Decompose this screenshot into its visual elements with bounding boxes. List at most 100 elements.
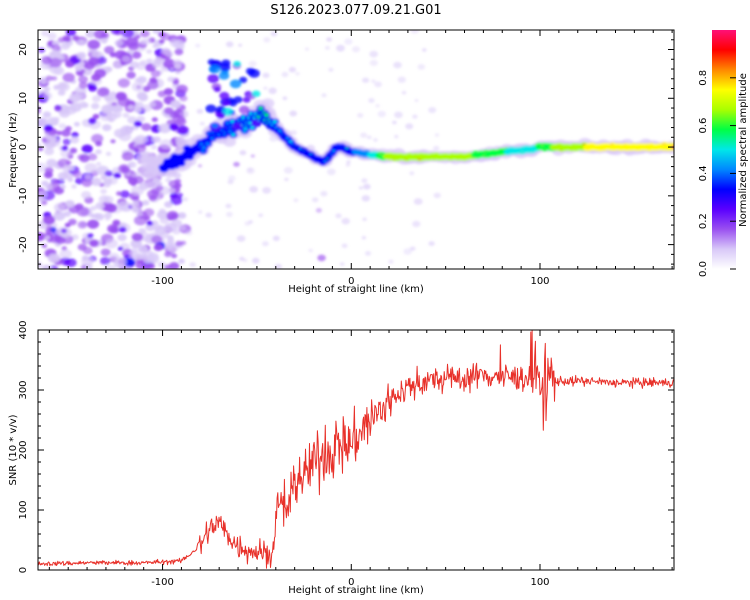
heatmap-cell [293, 198, 299, 203]
heatmap-cell [248, 220, 253, 224]
heatmap-cell [59, 249, 72, 259]
heatmap-cell [90, 177, 102, 186]
heatmap-cell [169, 123, 179, 131]
heatmap-cell [412, 220, 421, 228]
heatmap-cell [219, 91, 230, 100]
heatmap-cell [90, 205, 97, 211]
heatmap-cell [120, 125, 133, 135]
heatmap-cell [339, 262, 345, 266]
heatmap-cell [249, 186, 258, 193]
heatmap-cell [105, 151, 112, 156]
heatmap-cell [414, 99, 419, 102]
heatmap-cell [167, 76, 175, 83]
heatmap-cell [157, 90, 167, 98]
heatmap-cell [317, 254, 326, 262]
heatmap-cell [175, 117, 187, 126]
heatmap-cell [151, 117, 158, 122]
snr-ylabel: SNR (10 * v/v) [8, 414, 19, 485]
heatmap-cell [335, 213, 342, 219]
heatmap-cell [250, 154, 255, 158]
heatmap-cell [60, 148, 72, 158]
heatmap-cell [250, 126, 255, 130]
heatmap-cell [170, 100, 181, 109]
heatmap-cell [229, 79, 242, 89]
heatmap-cell [362, 77, 370, 83]
heatmap-cell [131, 207, 139, 213]
heatmap-cell [146, 220, 153, 226]
colorbar: 0.0 0.2 0.4 0.6 0.8 Normalized spectral ampl… [698, 30, 749, 277]
heatmap-cell [208, 64, 221, 74]
heatmap-cell [125, 37, 139, 48]
heatmap-cell [100, 248, 111, 257]
spectrogram-xtick-label: 0 [348, 276, 354, 287]
heatmap-cell [130, 239, 142, 249]
heatmap-cell [92, 95, 101, 103]
heatmap-cell [137, 245, 149, 254]
heatmap-cell [272, 235, 280, 241]
colorbar-tick-label: 0.8 [698, 70, 709, 86]
heatmap-cell [135, 101, 144, 109]
heatmap-cell [109, 52, 117, 58]
heatmap-cell [174, 178, 181, 184]
heatmap-cell [146, 58, 153, 64]
snr-frame [37, 329, 675, 571]
colorbar-tick-label: 0.0 [698, 261, 709, 277]
heatmap-cell [142, 200, 150, 206]
heatmap-cell [152, 136, 161, 143]
heatmap-cell [410, 30, 420, 34]
heatmap-cell [91, 133, 104, 144]
colorbar-ticks: 0.0 0.2 0.4 0.6 0.8 [698, 70, 736, 277]
heatmap-cell [231, 133, 236, 137]
heatmap-cell [57, 54, 65, 60]
heatmap-cell [67, 177, 74, 182]
snr-panel: -100 0 100 0 100 200 300 400 Height of straight… [8, 320, 675, 596]
heatmap-cell [65, 30, 77, 37]
heatmap-cell [81, 257, 94, 267]
heatmap-cell [47, 32, 57, 40]
heatmap-cell [151, 235, 163, 244]
heatmap-cell [51, 50, 61, 58]
heatmap-cell [388, 259, 394, 264]
heatmap-cell [258, 106, 263, 110]
snr-ytick-label: 400 [18, 320, 29, 339]
heatmap-cell [92, 50, 102, 59]
heatmap-cell [42, 111, 52, 118]
heatmap-cell [117, 246, 124, 251]
heatmap-cell [178, 258, 185, 264]
heatmap-cell [77, 221, 88, 229]
heatmap-cell [69, 147, 78, 154]
heatmap-cell [84, 61, 96, 70]
heatmap-cell [101, 39, 108, 44]
heatmap-cell [60, 184, 66, 189]
heatmap-cell [133, 215, 147, 226]
heatmap-cell [101, 241, 107, 246]
heatmap-cell [164, 264, 172, 269]
spectrogram-xtick-label: 100 [530, 276, 549, 287]
heatmap-cell [177, 125, 189, 135]
heatmap-cell [62, 35, 71, 42]
heatmap-cell [88, 117, 97, 125]
heatmap-cell [146, 49, 153, 54]
heatmap-cell [282, 96, 288, 101]
heatmap-cell [53, 211, 66, 221]
heatmap-cell [104, 170, 114, 177]
heatmap-cell [71, 184, 77, 189]
heatmap-cell [46, 158, 57, 168]
heatmap-cell [47, 253, 61, 263]
heatmap-cell [196, 108, 204, 114]
heatmap-cell [394, 134, 399, 139]
heatmap-cell [172, 79, 180, 85]
heatmap-cell [89, 239, 99, 247]
heatmap-cell [324, 46, 330, 50]
heatmap-cell [60, 228, 67, 234]
heatmap-cell [369, 59, 378, 66]
heatmap-cell [239, 256, 245, 261]
heatmap-cell [223, 136, 237, 147]
heatmap-cell [38, 47, 46, 53]
heatmap-cell [289, 110, 298, 117]
heatmap-cell [136, 211, 143, 217]
heatmap-cell [304, 47, 310, 51]
heatmap-cell [161, 47, 171, 55]
heatmap-cell [175, 240, 183, 247]
heatmap-cell [346, 160, 351, 164]
